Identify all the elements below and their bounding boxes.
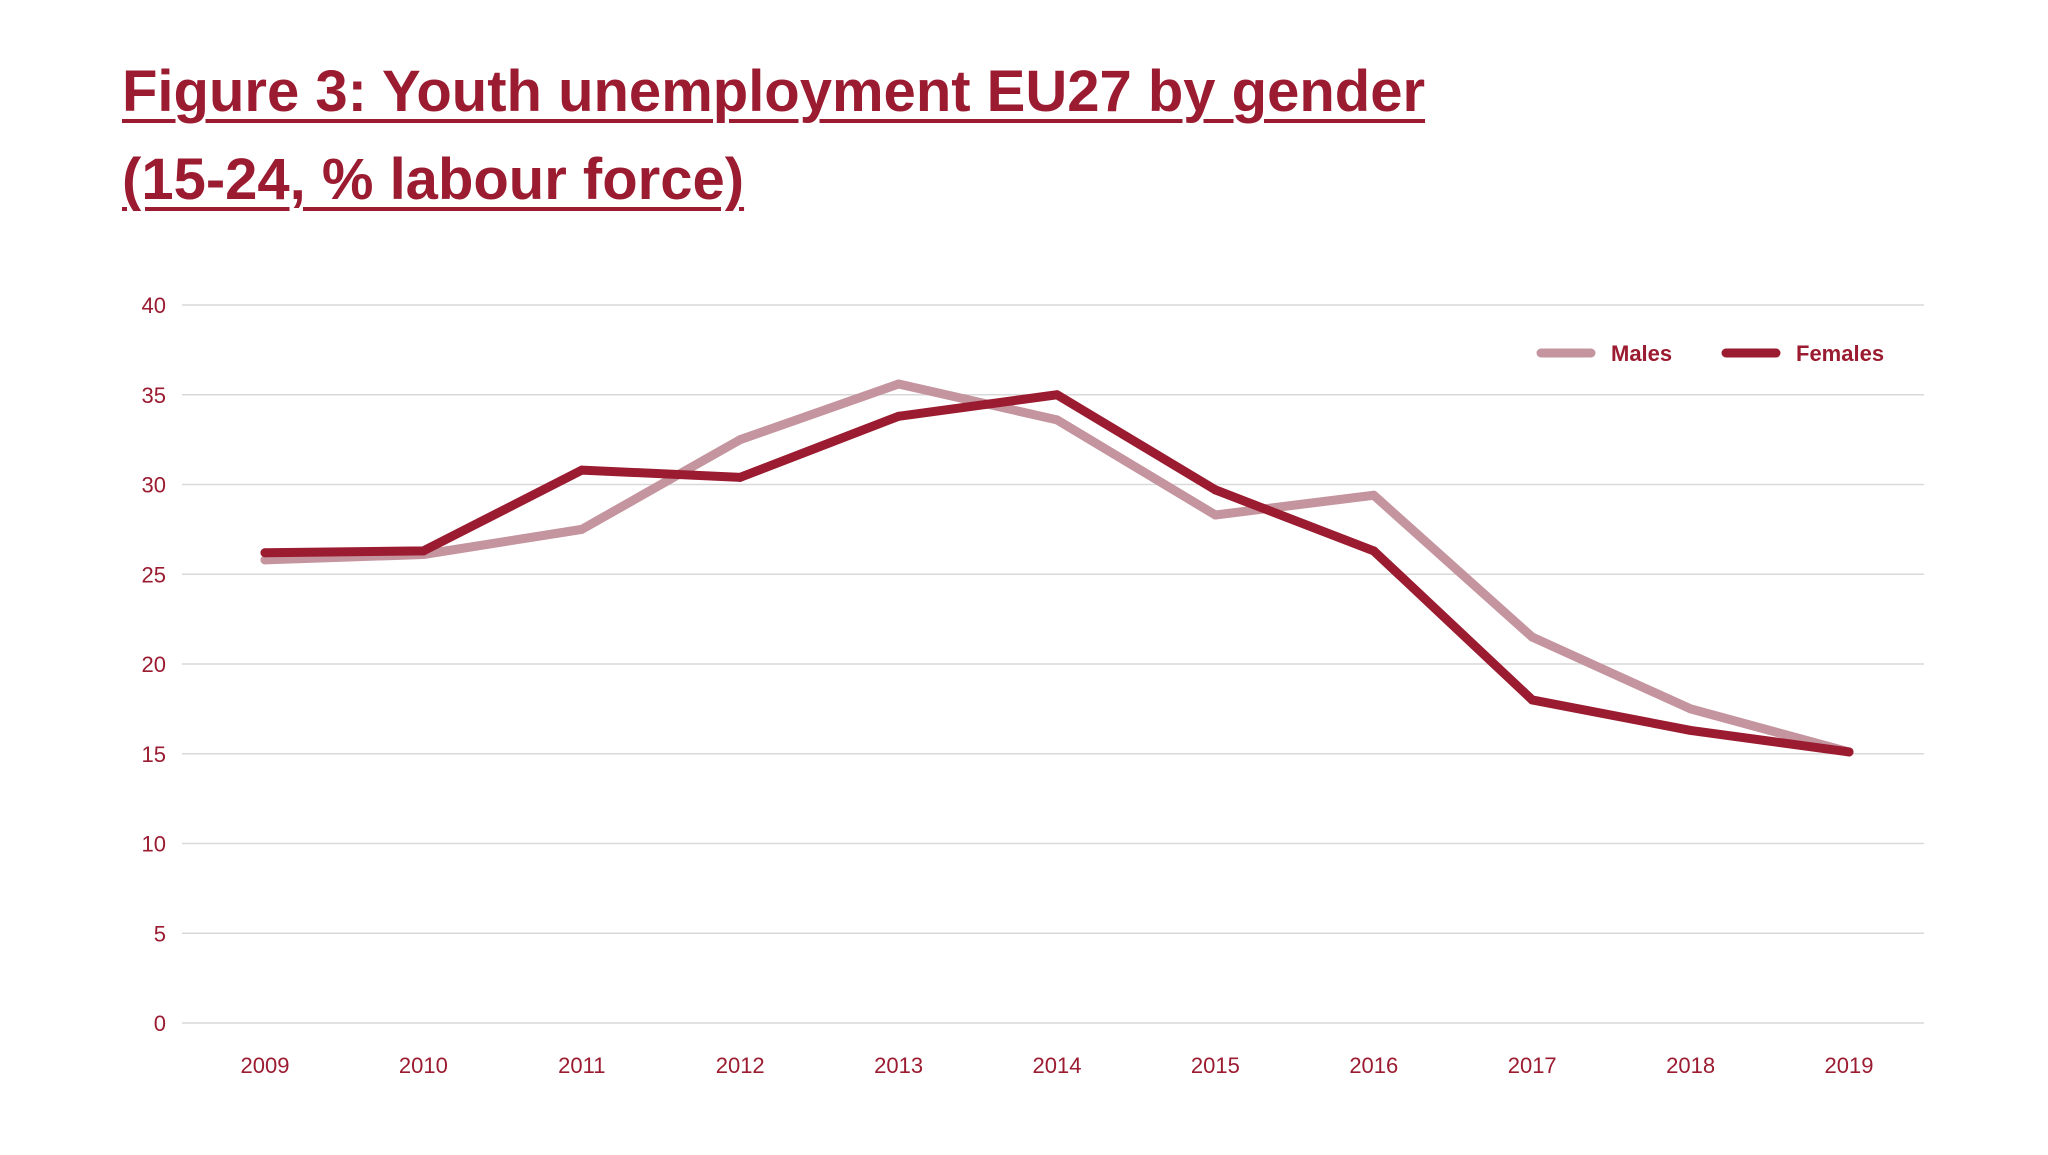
y-tick-label: 40 bbox=[142, 293, 166, 318]
data-point-males bbox=[894, 379, 904, 389]
data-point-males bbox=[1527, 632, 1537, 642]
x-tick-label: 2015 bbox=[1191, 1053, 1240, 1078]
x-tick-label: 2016 bbox=[1349, 1053, 1398, 1078]
y-tick-label: 20 bbox=[142, 652, 166, 677]
y-tick-label: 35 bbox=[142, 383, 166, 408]
data-point-females bbox=[260, 548, 270, 558]
data-point-males bbox=[1052, 415, 1062, 425]
y-tick-label: 10 bbox=[142, 832, 166, 857]
x-tick-label: 2017 bbox=[1508, 1053, 1557, 1078]
data-point-males bbox=[1210, 510, 1220, 520]
data-point-females bbox=[418, 546, 428, 556]
data-point-males bbox=[1369, 490, 1379, 500]
data-point-females bbox=[577, 465, 587, 475]
data-point-females bbox=[1369, 546, 1379, 556]
x-tick-label: 2010 bbox=[399, 1053, 448, 1078]
data-point-females bbox=[1052, 390, 1062, 400]
series-lines bbox=[260, 379, 1854, 757]
series-line-males bbox=[260, 379, 1854, 757]
data-point-females bbox=[1210, 485, 1220, 495]
legend-label-males: Males bbox=[1611, 341, 1672, 366]
y-axis-tick-labels: 0 5 10 15 20 25 30 35 40 bbox=[142, 293, 166, 1036]
gridlines bbox=[182, 304, 1924, 1024]
data-point-females bbox=[735, 472, 745, 482]
data-point-males bbox=[1686, 704, 1696, 714]
series-line-females bbox=[260, 390, 1854, 757]
chart-title: Figure 3: Youth unemployment EU27 by gen… bbox=[122, 48, 1542, 224]
x-tick-label: 2009 bbox=[241, 1053, 290, 1078]
x-tick-label: 2014 bbox=[1033, 1053, 1082, 1078]
legend-label-females: Females bbox=[1796, 341, 1884, 366]
y-tick-label: 30 bbox=[142, 473, 166, 498]
data-point-females bbox=[1844, 747, 1854, 757]
x-axis-tick-labels: 2009 2010 2011 2012 2013 2014 2015 2016 2017 2018… bbox=[241, 1053, 1874, 1078]
x-tick-label: 2019 bbox=[1825, 1053, 1874, 1078]
data-point-females bbox=[1527, 695, 1537, 705]
x-tick-label: 2018 bbox=[1666, 1053, 1715, 1078]
x-tick-label: 2013 bbox=[874, 1053, 923, 1078]
data-point-females bbox=[894, 411, 904, 421]
data-point-females bbox=[1686, 725, 1696, 735]
data-point-males bbox=[577, 524, 587, 534]
chart-title-line-1: Figure 3: Youth unemployment EU27 by gen… bbox=[122, 59, 1426, 124]
y-tick-label: 25 bbox=[142, 562, 166, 587]
data-point-males bbox=[260, 555, 270, 565]
data-point-males bbox=[735, 435, 745, 445]
y-tick-label: 0 bbox=[154, 1011, 166, 1036]
legend: Males Females bbox=[1536, 341, 1884, 366]
y-tick-label: 15 bbox=[142, 742, 166, 767]
x-tick-label: 2011 bbox=[558, 1053, 605, 1078]
chart-title-line-2: (15-24, % labour force) bbox=[122, 147, 745, 212]
x-tick-label: 2012 bbox=[716, 1053, 765, 1078]
y-tick-label: 5 bbox=[154, 921, 166, 946]
